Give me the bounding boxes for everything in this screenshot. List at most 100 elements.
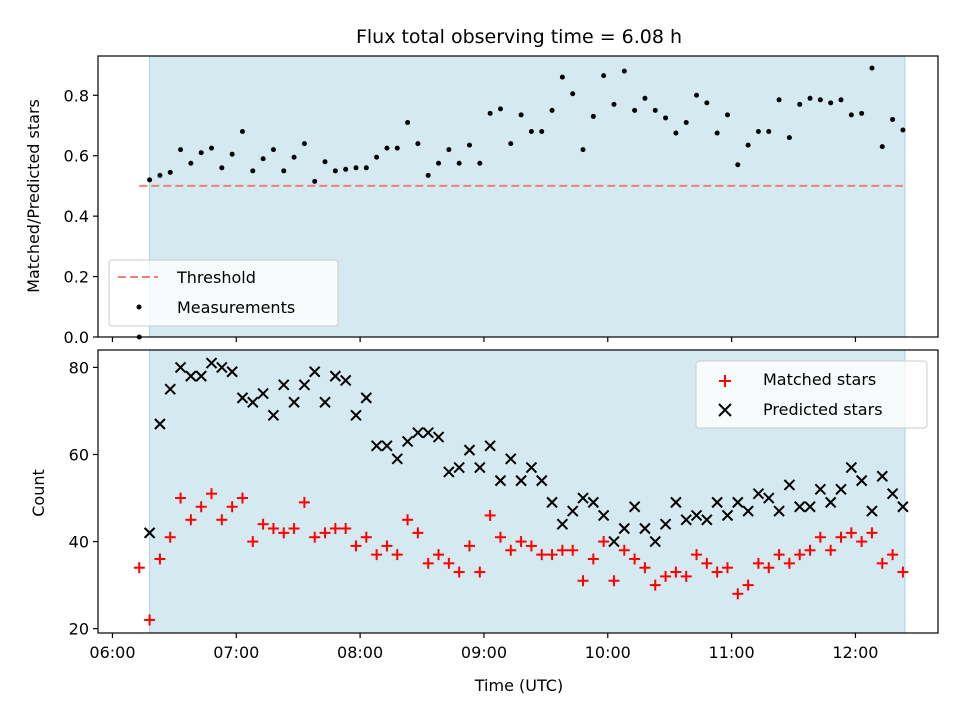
measurement-point — [332, 168, 338, 174]
predicted-star-point — [381, 440, 393, 452]
predicted-star-point — [680, 514, 692, 526]
matched-star-point — [794, 549, 806, 561]
measurement-point — [828, 100, 834, 106]
ratio-y-tick-label: 0.6 — [64, 147, 89, 166]
predicted-star-point — [525, 461, 538, 474]
matched-star-point — [814, 531, 826, 543]
matched-star-point — [773, 549, 785, 561]
measurement-point — [353, 165, 359, 171]
matched-star-point — [835, 531, 847, 543]
matched-star-point — [391, 549, 403, 561]
matched-star-point — [732, 588, 744, 600]
measurement-point — [147, 177, 153, 183]
matched-star-point — [825, 544, 837, 556]
predicted-star-point — [288, 396, 300, 408]
measurement-point — [405, 119, 411, 125]
matched-star-point — [257, 518, 269, 530]
predicted-star-point — [278, 379, 290, 391]
matched-star-point — [402, 514, 414, 526]
predicted-star-point — [515, 474, 527, 487]
predicted-star-point — [164, 383, 176, 395]
predicted-star-point — [587, 496, 600, 509]
x-tick-label: 12:00 — [832, 643, 878, 662]
measurement-point — [652, 107, 658, 113]
matched-star-point — [752, 557, 764, 569]
measurement-point — [343, 166, 349, 172]
measurement-point — [270, 147, 276, 153]
predicted-star-point — [174, 361, 187, 374]
matched-star-point — [175, 492, 187, 504]
predicted-star-point — [247, 396, 259, 408]
predicted-star-point — [897, 501, 909, 513]
matched-star-point — [515, 536, 527, 548]
predicted-star-point — [494, 474, 507, 487]
ratio-y-ticks: 0.0 0.2 0.4 0.6 0.8 — [64, 86, 98, 347]
predicted-star-point — [391, 453, 403, 465]
matched-star-point — [267, 523, 279, 535]
measurement-point — [766, 129, 772, 135]
predicted-star-point — [453, 461, 465, 474]
x-tick-label: 08:00 — [337, 643, 383, 662]
ratio-panel: 0.00.20.40.60.8 Matched/Predicted stars … — [24, 55, 939, 347]
predicted-star-point — [226, 366, 238, 378]
x-tick-label: 11:00 — [709, 643, 755, 662]
predicted-star-point — [267, 409, 280, 422]
measurement-point — [632, 107, 638, 113]
predicted-star-point — [474, 461, 486, 474]
measurement-point — [239, 129, 245, 135]
measurement-point — [250, 168, 256, 174]
matched-star-point — [154, 553, 166, 565]
x-tick-label: 10:00 — [585, 643, 631, 662]
x-tick-label: 06:00 — [89, 643, 135, 662]
matched-star-point — [247, 536, 259, 548]
matched-star-point — [505, 544, 517, 556]
matched-star-point — [494, 531, 506, 543]
ratio-y-tick-label: 0.8 — [64, 86, 89, 105]
matched-star-point — [525, 540, 537, 552]
predicted-star-point — [783, 479, 796, 491]
matched-star-point — [691, 549, 703, 561]
count-legend-box — [695, 360, 928, 429]
matched-star-point — [298, 496, 310, 508]
predicted-star-point — [773, 505, 785, 517]
measurement-point — [559, 74, 565, 80]
matched-star-point — [763, 562, 775, 574]
matched-star-point — [876, 557, 888, 569]
measurement-point — [745, 142, 751, 148]
matched-star-point — [608, 575, 620, 587]
matched-star-point — [546, 549, 558, 561]
matched-star-point — [680, 570, 692, 582]
matched-star-point — [536, 549, 548, 561]
matched-star-point — [381, 540, 393, 552]
measurement-point — [869, 65, 875, 71]
measurement-point — [590, 113, 596, 119]
legend-matched-swatch — [719, 375, 731, 387]
matched-star-point — [453, 566, 465, 578]
count-y-tick-label: 80 — [69, 358, 89, 377]
matched-star-point — [742, 579, 754, 591]
measurement-point — [528, 129, 534, 135]
predicted-star-point — [236, 392, 249, 404]
matched-star-point — [206, 488, 218, 500]
matched-star-point — [340, 523, 352, 535]
count-y-ticks: 20 40 60 80 — [69, 358, 98, 639]
predicted-star-point — [536, 474, 548, 487]
predicted-star-point — [628, 501, 641, 513]
measurement-point — [363, 165, 369, 171]
matched-star-point — [670, 566, 682, 578]
count-y-tick-label: 20 — [69, 620, 89, 639]
matched-star-point — [618, 544, 630, 556]
predicted-star-point — [556, 518, 569, 530]
predicted-star-point — [711, 496, 723, 509]
matched-star-point — [350, 540, 362, 552]
predicted-star-point — [154, 418, 166, 430]
measurement-point — [219, 165, 225, 171]
predicted-star-point — [577, 492, 589, 504]
ratio-x-ticks — [111, 337, 857, 342]
matched-star-point — [804, 544, 816, 556]
matched-star-point — [288, 523, 300, 535]
measurement-point — [167, 169, 173, 175]
measurement-point — [477, 160, 483, 166]
matched-star-point — [412, 527, 424, 539]
